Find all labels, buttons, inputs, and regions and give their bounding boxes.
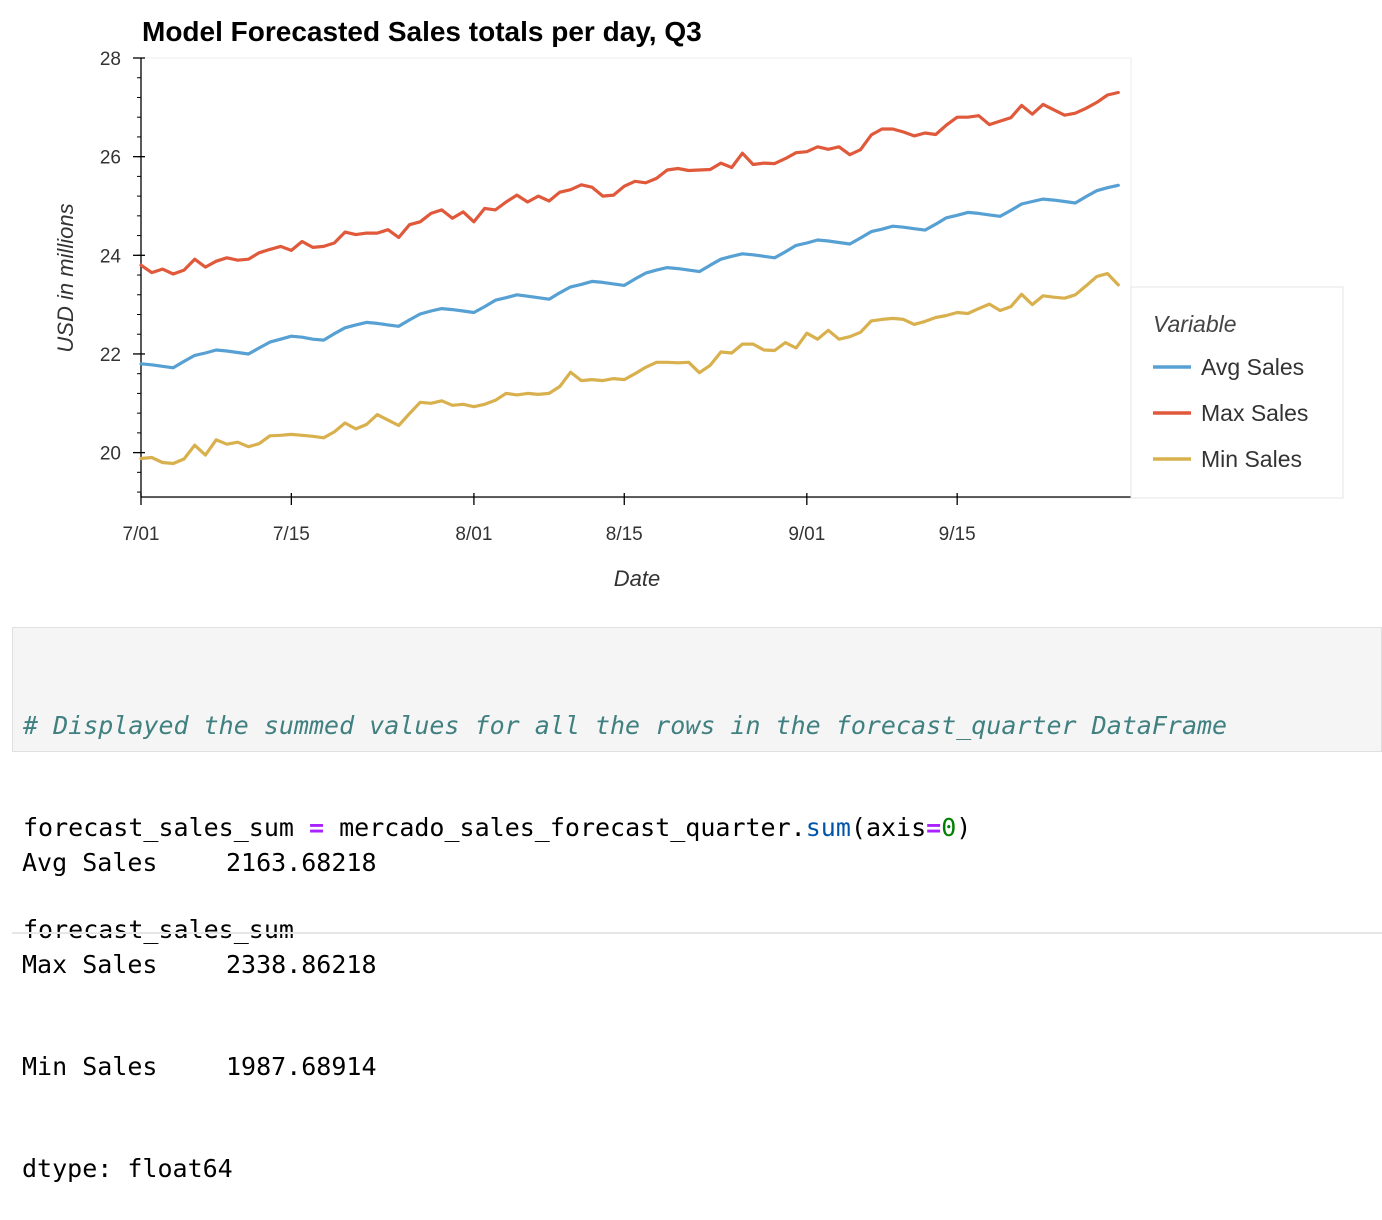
code-comment: # Displayed the summed values for all th…	[23, 711, 1228, 740]
output-row-value: 2338.86218	[226, 950, 377, 979]
output-dtype-text: dtype: float64	[22, 1154, 233, 1183]
x-axis: 7/01 7/15 8/01 8/15 9/01 9/15	[123, 493, 1131, 545]
code-cell[interactable]: # Displayed the summed values for all th…	[12, 627, 1382, 944]
code-arg-value: 0	[941, 813, 957, 842]
output-row-value: 2163.68218	[226, 848, 377, 877]
code-method: sum	[805, 813, 851, 842]
legend-box	[1130, 286, 1344, 499]
series-line-max-sales	[139, 90, 1120, 276]
output-row: Min Sales 1987.68914	[22, 1050, 377, 1084]
code-line-1: # Displayed the summed values for all th…	[23, 709, 1381, 743]
output-row-name: Min Sales	[22, 1052, 158, 1081]
y-tick-label: 26	[100, 148, 121, 169]
legend-items: Avg Sales Max Sales Min Sales	[1153, 354, 1308, 472]
legend-item-label: Min Sales	[1201, 446, 1302, 472]
code-var: forecast_sales_sum	[23, 813, 294, 842]
chart: Model Forecasted Sales totals per day, Q…	[53, 16, 1344, 591]
code-arg-op: =	[926, 813, 942, 842]
output-row-name: Avg Sales	[22, 848, 158, 877]
x-axis-label: Date	[614, 566, 660, 591]
code-assign-op: =	[309, 813, 325, 842]
legend: Variable Avg Sales Max Sales Min Sales	[1130, 286, 1344, 499]
legend-title: Variable	[1153, 311, 1237, 337]
code-dot: .	[790, 813, 806, 842]
x-tick-label: 9/01	[788, 524, 825, 545]
series-line-min-sales	[139, 272, 1120, 466]
chart-title: Model Forecasted Sales totals per day, Q…	[142, 16, 702, 47]
x-tick-label: 8/01	[455, 524, 492, 545]
cell-divider	[12, 932, 1382, 934]
y-tick-label: 22	[100, 345, 121, 366]
series-line-avg-sales	[139, 183, 1120, 370]
y-tick-label: 20	[100, 444, 121, 465]
output-dtype: dtype: float64	[22, 1152, 377, 1186]
series-lines	[139, 90, 1120, 466]
y-tick-label: 24	[100, 246, 122, 267]
code-line-2: forecast_sales_sum = mercado_sales_forec…	[23, 811, 1381, 845]
legend-item-label: Max Sales	[1201, 400, 1308, 426]
output-row-value: 1987.68914	[226, 1052, 377, 1081]
code-object: mercado_sales_forecast_quarter	[339, 813, 791, 842]
code-arg: axis	[865, 813, 927, 842]
output-row-name: Max Sales	[22, 950, 158, 979]
x-tick-label: 7/15	[273, 524, 310, 545]
code-paren-open: (	[850, 813, 866, 842]
y-axis: 20 22 24 26 28	[100, 49, 145, 497]
x-tick-label: 8/15	[606, 524, 643, 545]
output-row: Avg Sales 2163.68218	[22, 846, 377, 880]
cell-output: Avg Sales 2163.68218 Max Sales 2338.86218 …	[22, 778, 377, 1220]
x-tick-label: 7/01	[123, 524, 160, 545]
y-axis-label: USD in millions	[53, 203, 78, 352]
legend-item-label: Avg Sales	[1201, 354, 1304, 380]
x-tick-label: 9/15	[939, 524, 976, 545]
y-tick-label: 28	[100, 49, 121, 70]
code-paren-close: )	[956, 813, 972, 842]
output-row: Max Sales 2338.86218	[22, 948, 377, 982]
